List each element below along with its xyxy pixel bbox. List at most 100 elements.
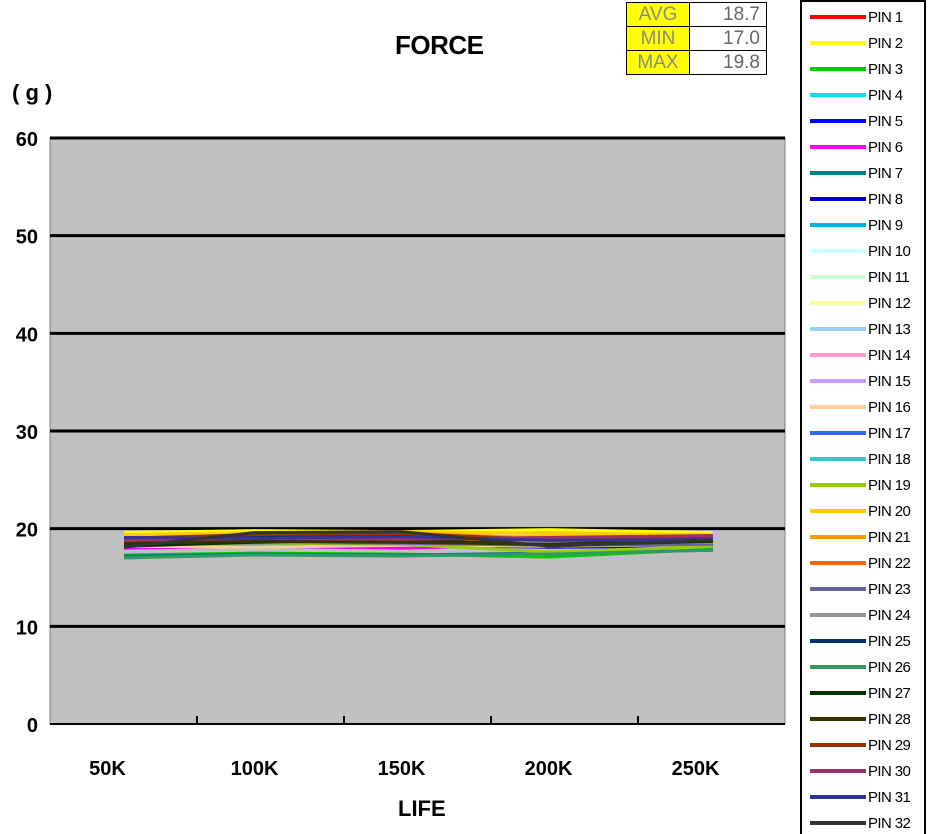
legend-swatch xyxy=(810,249,866,253)
legend-swatch xyxy=(810,535,866,539)
legend-item: PIN 32 xyxy=(810,810,911,834)
legend-item: PIN 22 xyxy=(810,550,911,576)
legend-item: PIN 16 xyxy=(810,394,911,420)
legend-item: PIN 24 xyxy=(810,602,911,628)
legend-label: PIN 4 xyxy=(868,86,903,104)
legend-swatch xyxy=(810,769,866,773)
stats-max-label: MAX xyxy=(626,50,690,75)
legend-swatch xyxy=(810,145,866,149)
legend-label: PIN 17 xyxy=(868,424,911,442)
legend-label: PIN 20 xyxy=(868,502,911,520)
legend-swatch xyxy=(810,587,866,591)
legend-label: PIN 25 xyxy=(868,632,911,650)
legend-item: PIN 5 xyxy=(810,108,903,134)
legend-label: PIN 10 xyxy=(868,242,911,260)
legend-swatch xyxy=(810,119,866,123)
legend-item: PIN 14 xyxy=(810,342,911,368)
legend-swatch xyxy=(810,561,866,565)
legend-label: PIN 5 xyxy=(868,112,903,130)
legend-swatch xyxy=(810,327,866,331)
legend: PIN 1 PIN 2 PIN 3 PIN 4 PIN 5 PIN 6 PIN 7 PIN 8… xyxy=(800,0,926,834)
legend-item: PIN 11 xyxy=(810,264,910,290)
legend-item: PIN 18 xyxy=(810,446,911,472)
legend-label: PIN 9 xyxy=(868,216,903,234)
legend-item: PIN 21 xyxy=(810,524,911,550)
legend-item: PIN 10 xyxy=(810,238,911,264)
y-tick-label: 20 xyxy=(16,520,38,542)
legend-item: PIN 26 xyxy=(810,654,911,680)
stats-row-max: MAX 19.8 xyxy=(626,50,767,75)
legend-item: PIN 9 xyxy=(810,212,903,238)
legend-label: PIN 11 xyxy=(868,268,910,286)
legend-item: PIN 6 xyxy=(810,134,903,160)
legend-swatch xyxy=(810,431,866,435)
legend-label: PIN 18 xyxy=(868,450,911,468)
legend-label: PIN 32 xyxy=(868,814,911,832)
legend-swatch xyxy=(810,171,866,175)
legend-label: PIN 27 xyxy=(868,684,911,702)
legend-item: PIN 28 xyxy=(810,706,911,732)
stats-min-value: 17.0 xyxy=(689,26,767,51)
legend-item: PIN 3 xyxy=(810,56,903,82)
legend-swatch xyxy=(810,665,866,669)
y-tick-label: 60 xyxy=(16,129,38,151)
x-tick-label: 250K xyxy=(672,758,720,780)
legend-item: PIN 17 xyxy=(810,420,911,446)
legend-swatch xyxy=(810,691,866,695)
legend-item: PIN 1 xyxy=(810,4,903,30)
legend-item: PIN 13 xyxy=(810,316,911,342)
legend-item: PIN 30 xyxy=(810,758,911,784)
legend-swatch xyxy=(810,275,866,279)
legend-swatch xyxy=(810,223,866,227)
legend-swatch xyxy=(810,509,866,513)
series-line-pin-28 xyxy=(123,537,714,546)
legend-item: PIN 27 xyxy=(810,680,911,706)
legend-label: PIN 31 xyxy=(868,788,911,806)
legend-swatch xyxy=(810,379,866,383)
legend-label: PIN 14 xyxy=(868,346,911,364)
x-tick-label: 200K xyxy=(525,758,573,780)
legend-item: PIN 12 xyxy=(810,290,911,316)
legend-label: PIN 8 xyxy=(868,190,903,208)
legend-label: PIN 21 xyxy=(868,528,911,546)
legend-swatch xyxy=(810,717,866,721)
legend-label: PIN 15 xyxy=(868,372,911,390)
y-tick-label: 0 xyxy=(27,715,38,737)
legend-swatch xyxy=(810,405,866,409)
legend-label: PIN 30 xyxy=(868,762,911,780)
y-tick-label: 40 xyxy=(16,324,38,346)
legend-swatch xyxy=(810,743,866,747)
legend-swatch xyxy=(810,639,866,643)
legend-item: PIN 20 xyxy=(810,498,911,524)
legend-swatch xyxy=(810,301,866,305)
legend-item: PIN 15 xyxy=(810,368,911,394)
legend-item: PIN 7 xyxy=(810,160,903,186)
legend-item: PIN 19 xyxy=(810,472,911,498)
series-line-pin-26 xyxy=(123,548,714,560)
y-tick-label: 10 xyxy=(16,617,38,639)
legend-label: PIN 7 xyxy=(868,164,903,182)
legend-label: PIN 22 xyxy=(868,554,911,572)
legend-item: PIN 23 xyxy=(810,576,911,602)
y-tick-label: 30 xyxy=(16,422,38,444)
chart-title: FORCE xyxy=(395,30,484,60)
legend-swatch xyxy=(810,67,866,71)
legend-swatch xyxy=(810,795,866,799)
x-tick-label: 150K xyxy=(378,758,426,780)
legend-swatch xyxy=(810,41,866,45)
legend-swatch xyxy=(810,353,866,357)
legend-label: PIN 19 xyxy=(868,476,911,494)
x-axis-label: LIFE xyxy=(398,796,446,821)
stats-row-avg: AVG 18.7 xyxy=(626,2,767,27)
stats-table: AVG 18.7 MIN 17.0 MAX 19.8 xyxy=(626,2,767,75)
legend-swatch xyxy=(810,821,866,825)
legend-label: PIN 13 xyxy=(868,320,911,338)
y-axis-unit-label: ( g ) xyxy=(12,80,53,105)
legend-label: PIN 1 xyxy=(868,8,903,26)
stats-row-min: MIN 17.0 xyxy=(626,26,767,51)
legend-item: PIN 29 xyxy=(810,732,911,758)
legend-swatch xyxy=(810,483,866,487)
y-tick-label: 50 xyxy=(16,227,38,249)
stats-max-value: 19.8 xyxy=(689,50,767,75)
